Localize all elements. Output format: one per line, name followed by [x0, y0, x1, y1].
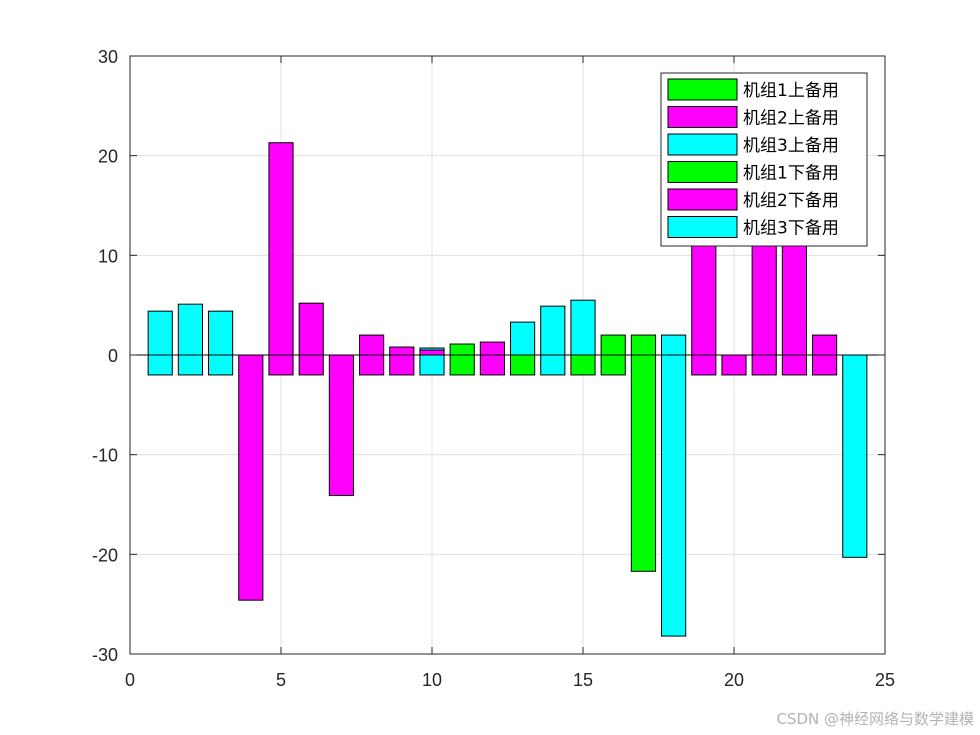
bar — [479, 354, 505, 376]
bar — [691, 354, 717, 376]
x-tick-label: 15 — [573, 670, 593, 690]
legend-label: 机组1下备用 — [743, 164, 839, 184]
x-tick-label: 25 — [875, 670, 895, 690]
bar — [208, 310, 234, 356]
bar — [600, 354, 626, 376]
x-tick-label: 5 — [276, 670, 286, 690]
bar — [449, 354, 475, 376]
bar — [177, 303, 203, 356]
bar — [389, 354, 415, 376]
bar — [389, 346, 415, 356]
bar — [540, 354, 566, 376]
bar — [510, 321, 536, 356]
legend-label: 机组2上备用 — [743, 109, 839, 129]
bar — [721, 354, 747, 376]
legend-label: 机组1上备用 — [743, 81, 839, 101]
bar — [600, 334, 626, 356]
legend-label: 机组2下备用 — [743, 191, 839, 211]
bar — [570, 354, 596, 376]
y-tick-label: -30 — [92, 645, 118, 665]
bar — [177, 354, 203, 376]
bar — [751, 354, 777, 376]
bar — [661, 354, 687, 637]
bar — [781, 354, 807, 376]
bar — [147, 310, 173, 356]
bar — [419, 347, 445, 351]
bar — [298, 354, 324, 376]
y-tick-label: -10 — [92, 446, 118, 466]
legend-swatch — [667, 133, 738, 156]
watermark: CSDN @神经网络与数学建模 — [776, 710, 974, 728]
legend-swatch — [667, 188, 738, 211]
bar — [510, 354, 536, 376]
bar — [630, 354, 656, 572]
legend-label: 机组3下备用 — [743, 219, 839, 239]
bar — [630, 334, 656, 356]
bar — [570, 299, 596, 356]
y-tick-label: 10 — [98, 246, 118, 266]
bar — [419, 354, 445, 376]
bar — [691, 234, 717, 356]
y-tick-label: 0 — [108, 346, 118, 366]
bar — [812, 354, 838, 376]
legend-swatch — [667, 78, 738, 101]
bar — [419, 349, 445, 356]
ticks: 0 5 10 15 20 25 -30 -20 -10 0 10 20 30 — [92, 47, 895, 690]
legend-swatch — [667, 216, 738, 238]
bar — [540, 305, 566, 356]
y-tick-label: 20 — [98, 147, 118, 167]
bars — [147, 142, 868, 637]
x-tick-label: 10 — [422, 670, 442, 690]
x-tick-label: 0 — [125, 670, 135, 690]
legend-swatch — [667, 161, 738, 183]
bar — [842, 354, 868, 558]
legend-swatch — [667, 106, 738, 128]
bar — [449, 343, 475, 356]
bar — [359, 354, 385, 376]
bar — [298, 302, 324, 356]
y-tick-label: -20 — [92, 545, 118, 565]
bar — [268, 354, 294, 376]
bar — [751, 234, 777, 356]
bar — [359, 334, 385, 356]
bar — [268, 142, 294, 356]
bar — [812, 334, 838, 356]
bar — [781, 234, 807, 356]
bar — [208, 354, 234, 376]
bar — [147, 354, 173, 376]
bar — [328, 354, 354, 497]
y-tick-label: 30 — [98, 47, 118, 67]
legend-label: 机组3上备用 — [743, 136, 839, 156]
bar — [479, 341, 505, 356]
bar — [238, 354, 264, 601]
x-tick-label: 20 — [724, 670, 744, 690]
bar — [661, 334, 687, 356]
